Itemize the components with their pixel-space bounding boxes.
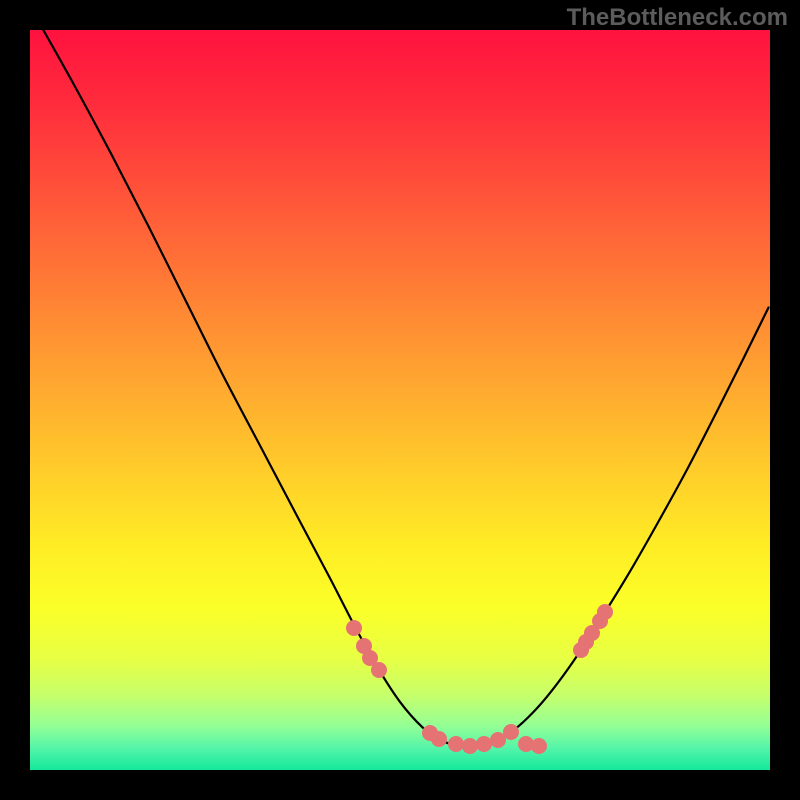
bottleneck-curve [30,30,770,770]
data-point-dot [448,736,464,752]
data-point-dot [431,731,447,747]
data-point-dot [371,662,387,678]
data-point-dot [346,620,362,636]
plot-area [30,30,770,770]
attribution-text: TheBottleneck.com [567,4,788,32]
data-point-dot [597,604,613,620]
data-point-dot [476,736,492,752]
data-point-dot [503,724,519,740]
chart-container: TheBottleneck.com [0,0,800,800]
data-point-dot [531,738,547,754]
curve-path [43,30,768,746]
